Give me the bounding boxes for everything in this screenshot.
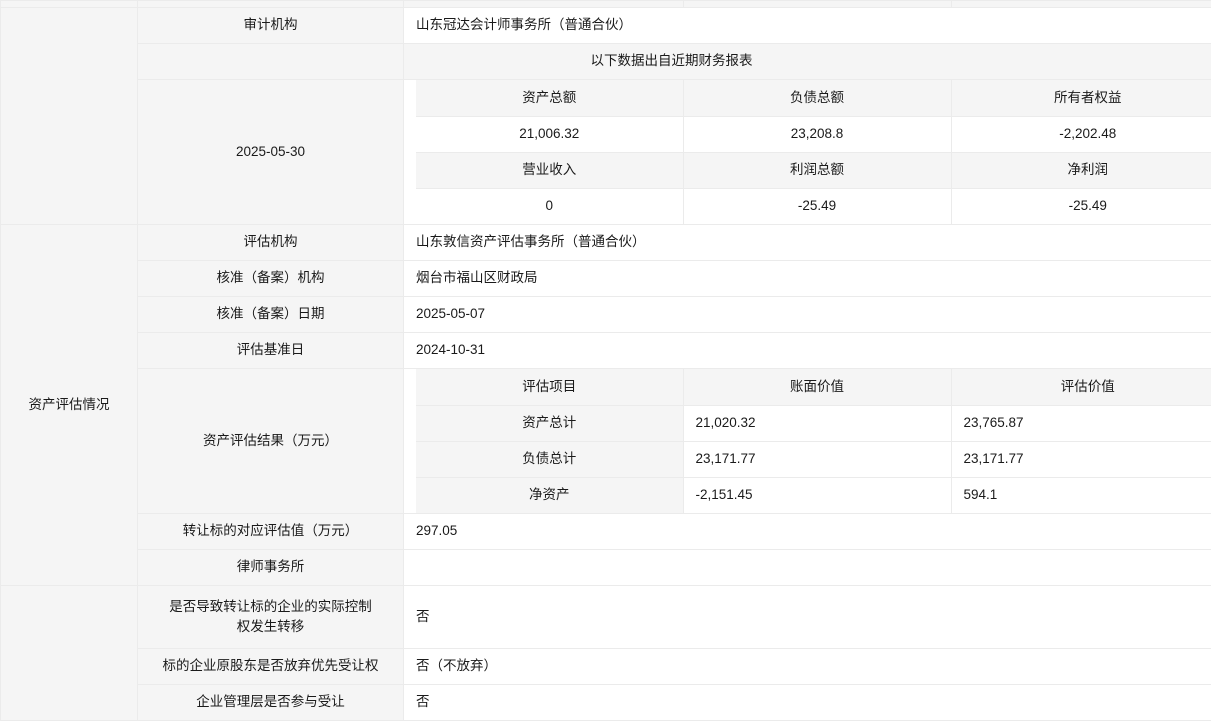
- row-value-transfer-target-value: 297.05: [404, 514, 1211, 550]
- valuation-header-item: 评估项目: [416, 369, 683, 405]
- finance-header-net-profit: 净利润: [951, 152, 1211, 188]
- clipped-sub-cell-1: [416, 1, 683, 7]
- finance-header-row-1: 资产总额 负债总额 所有者权益: [416, 80, 1211, 116]
- finance-value-owners-equity: -2,202.48: [951, 116, 1211, 152]
- table-row-valuation-agency: 资产评估情况 评估机构 山东敦信资产评估事务所（普通合伙）: [1, 225, 1211, 261]
- table-row-valuation-base-date: 评估基准日 2024-10-31: [1, 333, 1211, 369]
- table-row-management-participation: 企业管理层是否参与受让 否: [1, 685, 1211, 721]
- valuation-item-book: -2,151.45: [683, 477, 951, 513]
- row-label-transfer-target-value: 转让标的对应评估值（万元）: [138, 514, 404, 550]
- row-value-management-participation: 否: [404, 685, 1211, 721]
- valuation-result-row: 净资产 -2,151.45 594.1: [416, 477, 1211, 513]
- valuation-header-appraised-value: 评估价值: [951, 369, 1211, 405]
- finance-value-total-liabilities: 23,208.8: [683, 116, 951, 152]
- row-label-management-participation: 企业管理层是否参与受让: [138, 685, 404, 721]
- table-row-approval-agency: 核准（备案）机构 烟台市福山区财政局: [1, 261, 1211, 297]
- finance-header-total-assets: 资产总额: [416, 80, 683, 116]
- table-row-control-transfer: 是否导致转让标的企业的实际控制权发生转移 否: [1, 586, 1211, 649]
- valuation-item-appraised: 23,171.77: [951, 441, 1211, 477]
- group-cell-asset-valuation: 资产评估情况: [1, 225, 138, 586]
- clipped-sub-cell-2: [683, 1, 951, 7]
- finance-header-row-2: 营业收入 利润总额 净利润: [416, 152, 1211, 188]
- valuation-item-name: 资产总计: [416, 405, 683, 441]
- clipped-value-cell: [404, 1, 1211, 8]
- valuation-item-appraised: 23,765.87: [951, 405, 1211, 441]
- row-label-valuation-result: 资产评估结果（万元）: [138, 369, 404, 514]
- clipped-group-cell: [1, 1, 138, 8]
- valuation-result-header-row: 评估项目 账面价值 评估价值: [416, 369, 1211, 405]
- finance-banner-spacer: [138, 44, 404, 80]
- group-cell-company-info: [1, 8, 138, 225]
- finance-banner-cell: 以下数据出自近期财务报表: [404, 44, 1211, 80]
- table-row-transfer-target-value: 转让标的对应评估值（万元） 297.05: [1, 514, 1211, 550]
- row-label-law-firm: 律师事务所: [138, 550, 404, 586]
- table-row-clipped-top: [1, 1, 1211, 8]
- row-value-approval-date: 2025-05-07: [404, 297, 1211, 333]
- table-row-approval-date: 核准（备案）日期 2025-05-07: [1, 297, 1211, 333]
- row-label-valuation-agency: 评估机构: [138, 225, 404, 261]
- table-row-waive-preemptive: 标的企业原股东是否放弃优先受让权 否（不放弃）: [1, 649, 1211, 685]
- row-value-valuation-agency: 山东敦信资产评估事务所（普通合伙）: [404, 225, 1211, 261]
- finance-header-total-liabilities: 负债总额: [683, 80, 951, 116]
- row-value-approval-agency: 烟台市福山区财政局: [404, 261, 1211, 297]
- finance-value-row-1: 21,006.32 23,208.8 -2,202.48: [416, 116, 1211, 152]
- finance-value-revenue: 0: [416, 188, 683, 224]
- row-value-valuation-base-date: 2024-10-31: [404, 333, 1211, 369]
- row-value-audit-agency: 山东冠达会计师事务所（普通合伙）: [404, 8, 1211, 44]
- finance-sub-table: 资产总额 负债总额 所有者权益 21,006.32 23,208.8 -2,20…: [416, 80, 1211, 224]
- finance-header-revenue: 营业收入: [416, 152, 683, 188]
- row-label-valuation-base-date: 评估基准日: [138, 333, 404, 369]
- clipped-sub-cell-3: [951, 1, 1211, 7]
- valuation-result-sub-table: 评估项目 账面价值 评估价值 资产总计 21,020.32 23,765.87 …: [416, 369, 1211, 513]
- table-row-valuation-result: 资产评估结果（万元） 评估项目 账面价值 评估价值: [1, 369, 1211, 514]
- finance-header-total-profit: 利润总额: [683, 152, 951, 188]
- clipped-label-cell: [138, 1, 404, 8]
- finance-value-row-2: 0 -25.49 -25.49: [416, 188, 1211, 224]
- finance-block-date: 2025-05-30: [138, 80, 404, 225]
- finance-banner-text: 以下数据出自近期财务报表: [404, 51, 939, 71]
- valuation-item-book: 23,171.77: [683, 441, 951, 477]
- row-label-control-transfer: 是否导致转让标的企业的实际控制权发生转移: [138, 586, 404, 649]
- row-label-waive-preemptive: 标的企业原股东是否放弃优先受让权: [138, 649, 404, 685]
- row-value-control-transfer: 否: [404, 586, 1211, 649]
- group-cell-transfer-conditions: [1, 586, 138, 721]
- valuation-result-cell: 评估项目 账面价值 评估价值 资产总计 21,020.32 23,765.87 …: [404, 369, 1211, 514]
- row-label-approval-date: 核准（备案）日期: [138, 297, 404, 333]
- table-row-audit-agency: 审计机构 山东冠达会计师事务所（普通合伙）: [1, 8, 1211, 44]
- table-row-finance-block: 2025-05-30 资产总额 负债总额 所有者权益: [1, 80, 1211, 225]
- finance-value-total-assets: 21,006.32: [416, 116, 683, 152]
- valuation-result-row: 资产总计 21,020.32 23,765.87: [416, 405, 1211, 441]
- row-value-waive-preemptive: 否（不放弃）: [404, 649, 1211, 685]
- valuation-item-name: 负债总计: [416, 441, 683, 477]
- valuation-item-book: 21,020.32: [683, 405, 951, 441]
- row-label-audit-agency: 审计机构: [138, 8, 404, 44]
- row-value-law-firm: [404, 550, 1211, 586]
- table-row-finance-banner: 以下数据出自近期财务报表: [1, 44, 1211, 80]
- finance-header-owners-equity: 所有者权益: [951, 80, 1211, 116]
- finance-value-total-profit: -25.49: [683, 188, 951, 224]
- row-label-approval-agency: 核准（备案）机构: [138, 261, 404, 297]
- table-row-law-firm: 律师事务所: [1, 550, 1211, 586]
- valuation-item-name: 净资产: [416, 477, 683, 513]
- finance-block-cell: 资产总额 负债总额 所有者权益 21,006.32 23,208.8 -2,20…: [404, 80, 1211, 225]
- valuation-item-appraised: 594.1: [951, 477, 1211, 513]
- valuation-header-book-value: 账面价值: [683, 369, 951, 405]
- finance-value-net-profit: -25.49: [951, 188, 1211, 224]
- valuation-result-row: 负债总计 23,171.77 23,171.77: [416, 441, 1211, 477]
